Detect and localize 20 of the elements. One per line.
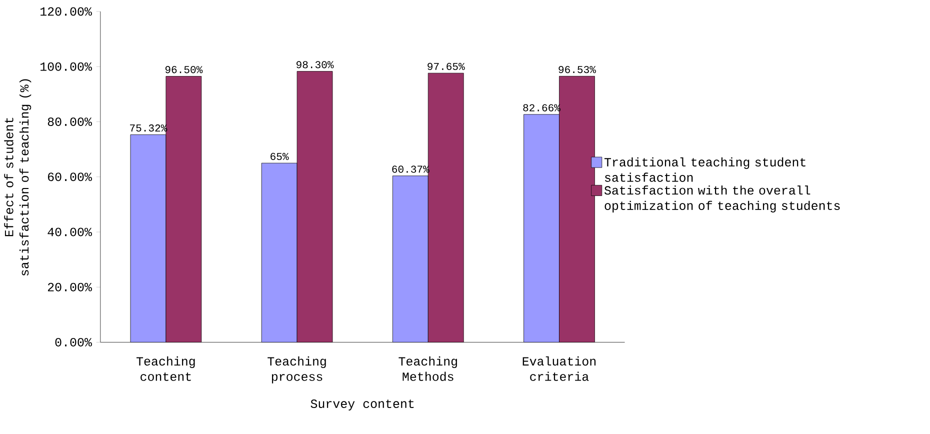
y-tick-label: 20.00% <box>48 282 92 292</box>
data-label: 96.50% <box>165 66 203 74</box>
legend-label: Satisfaction with the overall optimization of teaching students <box>604 185 840 212</box>
y-tick-label: 40.00% <box>48 228 92 236</box>
data-label: 96.53% <box>558 66 596 73</box>
x-tick-label: Teaching content <box>136 356 195 381</box>
data-label: 65% <box>270 152 289 160</box>
y-tick-label: 0.00% <box>55 338 92 346</box>
y-tick-label: 60.00% <box>48 172 92 181</box>
x-axis-title: Survey content <box>310 399 414 410</box>
x-tick-label: Teaching process <box>268 356 326 384</box>
y-tick-label: 100.00% <box>40 62 92 71</box>
y-tick-label: 120.00% <box>40 7 92 16</box>
data-label: 97.65% <box>428 62 465 70</box>
legend-label: Traditional teaching student satisfaction <box>604 157 806 182</box>
x-tick-label: Evaluation criteria <box>522 356 596 381</box>
y-axis-title: Effect of student satisfaction of teaching (%) <box>4 79 32 276</box>
x-tick-label: Teaching Methods <box>398 356 457 381</box>
y-tick-label: 80.00% <box>48 117 92 126</box>
data-label: 98.30% <box>296 60 334 68</box>
